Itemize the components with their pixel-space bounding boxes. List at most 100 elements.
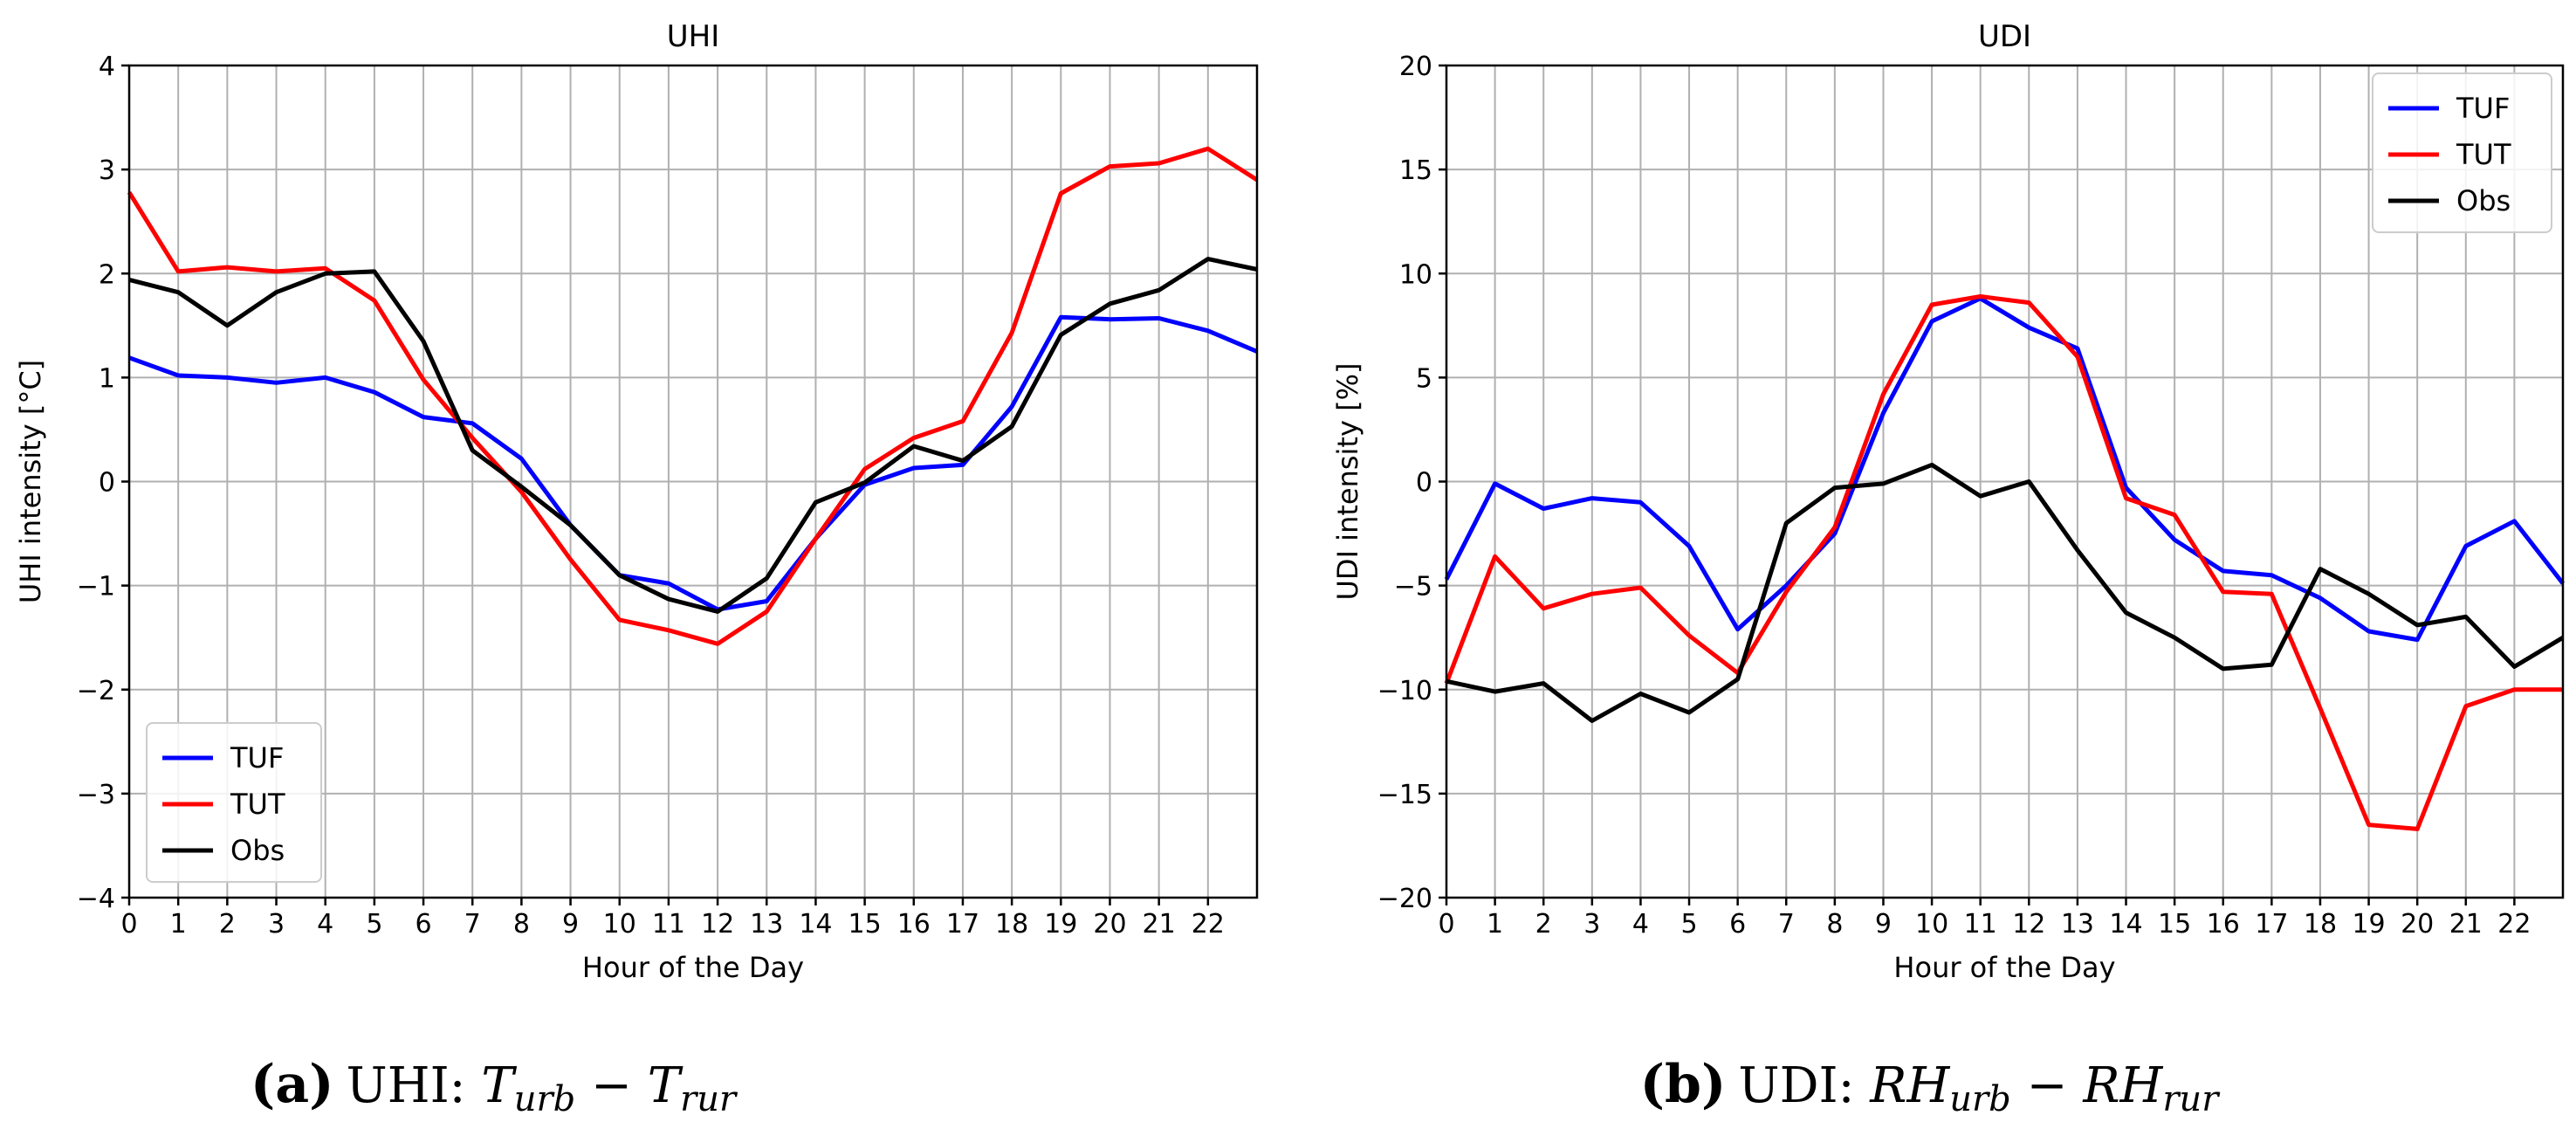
uhi-x-axis-label: Hour of the Day [582,951,804,984]
uhi-x-tick-label: 18 [995,909,1028,940]
caption-a-var1: T [481,1057,517,1114]
uhi-legend: TUF TUT Obs [146,722,322,883]
udi-x-tick-label: 17 [2255,909,2288,940]
uhi-x-tick-label: 8 [513,909,530,940]
caption-a-label: (a) [251,1054,334,1115]
uhi-x-tick-label: 17 [946,909,979,940]
udi-y-tick-label: 15 [1399,155,1432,186]
udi-x-tick-label: 21 [2449,909,2483,940]
uhi-legend-label-tuf: TUF [230,741,284,775]
udi-x-tick-label: 5 [1680,909,1697,940]
uhi-series-obs [128,257,1258,614]
udi-y-tick-label: 5 [1416,363,1432,394]
udi-x-tick-label: 19 [2352,909,2385,940]
uhi-series-tut [127,146,1259,646]
uhi-x-tick-label: 21 [1143,909,1176,940]
udi-x-tick-label: 14 [2109,909,2142,940]
uhi-x-tick-label: 13 [750,909,783,940]
uhi-y-tick-label: −1 [77,572,115,602]
uhi-y-tick-label: 4 [99,52,115,82]
udi-x-tick-label: 15 [2158,909,2191,940]
uhi-y-tick-label: 3 [99,155,115,186]
udi-title: UDI [1978,19,2031,54]
uhi-y-tick-label: 1 [99,363,115,394]
uhi-title: UHI [667,19,719,54]
udi-x-tick-label: 22 [2497,909,2531,940]
uhi-x-tick-label: 0 [120,909,137,940]
caption-a-sub2: rur [680,1079,738,1119]
udi-x-tick-label: 7 [1778,909,1795,940]
uhi-x-tick-label: 12 [701,909,734,940]
uhi-x-tick-label: 7 [464,909,481,940]
udi-x-tick-label: 0 [1438,909,1454,940]
uhi-x-tick-label: 5 [366,909,382,940]
caption-a-prefix: UHI: [347,1057,482,1114]
udi-legend-box [2372,72,2552,233]
uhi-x-tick-label: 3 [268,909,285,940]
uhi-y-tick-label: 0 [99,468,115,499]
uhi-x-tick-label: 11 [652,909,685,940]
uhi-x-tick-label: 1 [170,909,187,940]
caption-b-sub1: urb [1949,1079,2011,1119]
udi-y-tick-label: 20 [1399,52,1432,82]
uhi-x-tick-label: 14 [799,909,832,940]
udi-y-tick-label: −5 [1394,572,1432,602]
udi-chart: 0 1 2 3 4 5 6 7 8 9 10 11 12 13 14 15 16 17 18 19 20 21 22−20−… [1331,19,2565,984]
uhi-x-tick-label: 16 [897,909,931,940]
udi-legend-label-tuf: TUF [2456,92,2510,125]
caption-b-sub2: rur [2162,1079,2221,1119]
uhi-x-tick-label: 9 [562,909,579,940]
udi-x-axis-label: Hour of the Day [1893,951,2115,984]
udi-y-tick-label: 10 [1399,259,1432,290]
uhi-legend-label-obs: Obs [230,834,285,867]
uhi-x-tick-label: 19 [1044,909,1077,940]
uhi-x-tick-label: 4 [317,909,333,940]
udi-series-obs [1446,462,2565,723]
caption-b-label: (b) [1640,1054,1727,1115]
uhi-y-axis-label: UHI intensity [°C] [14,360,47,603]
uhi-x-tick-label: 20 [1093,909,1126,940]
udi-y-tick-label: −10 [1377,676,1432,706]
udi-legend: TUF TUT Obs [2372,72,2552,233]
udi-x-tick-label: 3 [1583,909,1600,940]
udi-x-tick-label: 11 [1964,909,1997,940]
uhi-x-tick-label: 10 [603,909,636,940]
udi-series-tut [1444,294,2563,831]
udi-x-tick-label: 10 [1915,909,1948,940]
udi-x-tick-label: 8 [1826,909,1843,940]
udi-x-tick-label: 18 [2304,909,2337,940]
uhi-y-tick-label: −4 [77,884,115,914]
caption-b-prefix: UDI: [1738,1057,1870,1114]
udi-x-tick-label: 2 [1535,909,1552,940]
udi-legend-label-obs: Obs [2456,184,2511,217]
caption-a: (a) UHI: Turb − Trur [251,1054,738,1119]
udi-y-tick-label: −15 [1377,780,1432,810]
udi-x-tick-label: 12 [2012,909,2045,940]
udi-x-tick-label: 20 [2401,909,2434,940]
udi-x-tick-label: 9 [1875,909,1892,940]
uhi-x-tick-label: 15 [848,909,882,940]
uhi-x-tick-label: 6 [415,909,431,940]
udi-x-tick-label: 6 [1729,909,1746,940]
uhi-legend-label-tut: TUT [230,788,285,821]
udi-x-tick-label: 1 [1487,909,1503,940]
udi-x-tick-label: 4 [1632,909,1649,940]
caption-a-sub1: urb [514,1079,576,1119]
uhi-y-tick-label: 2 [99,259,115,290]
uhi-x-tick-label: 2 [219,909,236,940]
uhi-y-tick-label: −3 [77,780,115,810]
udi-series-tuf [1444,296,2565,643]
udi-x-tick-label: 13 [2061,909,2094,940]
uhi-y-tick-label: −2 [77,676,115,706]
udi-y-tick-label: −20 [1377,884,1432,914]
uhi-legend-box [146,722,322,883]
caption-a-minus: − [575,1057,648,1114]
uhi-series-tuf [128,314,1258,612]
udi-y-tick-label: 0 [1416,468,1432,499]
caption-a-var2: T [648,1057,683,1114]
udi-legend-label-tut: TUT [2456,138,2511,171]
caption-b-var2: RH [2082,1057,2163,1114]
caption-b-minus: − [2011,1057,2084,1114]
uhi-x-tick-label: 22 [1192,909,1225,940]
